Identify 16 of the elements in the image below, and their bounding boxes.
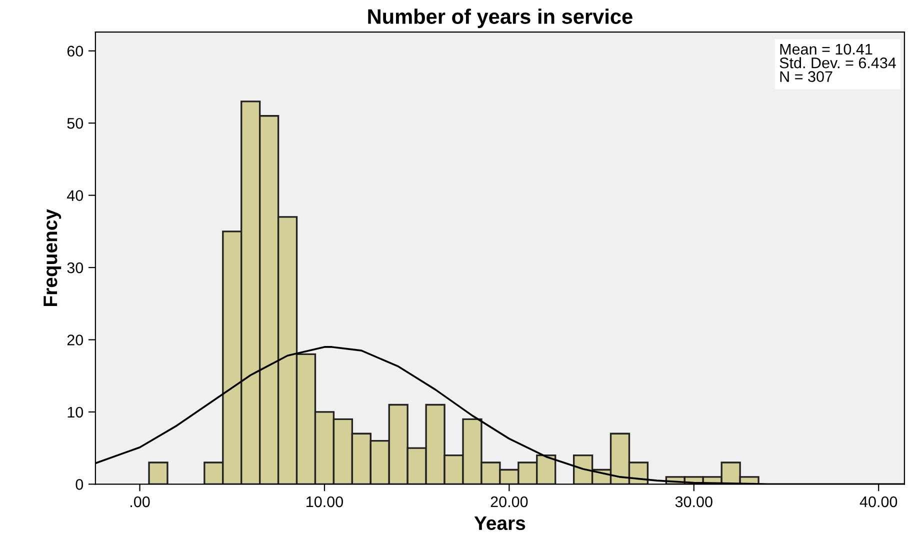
y-tick-label: 20	[67, 334, 84, 346]
y-axis-title: Frequency	[44, 209, 62, 306]
y-tick-label: 60	[67, 46, 84, 57]
x-tick-label: 30.00	[675, 496, 712, 508]
x-tick-label: .00	[130, 496, 150, 508]
y-tick-label: 40	[67, 190, 84, 201]
x-tick-label: 20.00	[490, 496, 528, 508]
y-tick-label: 30	[67, 262, 84, 274]
y-tick-label: 50	[67, 118, 84, 129]
x-axis-title: Years	[474, 516, 526, 530]
chart-title: Number of years in service	[368, 8, 632, 28]
x-tick-label: 10.00	[306, 496, 343, 508]
annotation: Mean = 10.41 Std. Dev. = 6.434 N = 307	[780, 44, 896, 82]
y-tick-label: 10	[68, 406, 84, 418]
x-tick-label: 40.00	[860, 496, 898, 508]
y-tick-label: 0	[76, 479, 84, 490]
